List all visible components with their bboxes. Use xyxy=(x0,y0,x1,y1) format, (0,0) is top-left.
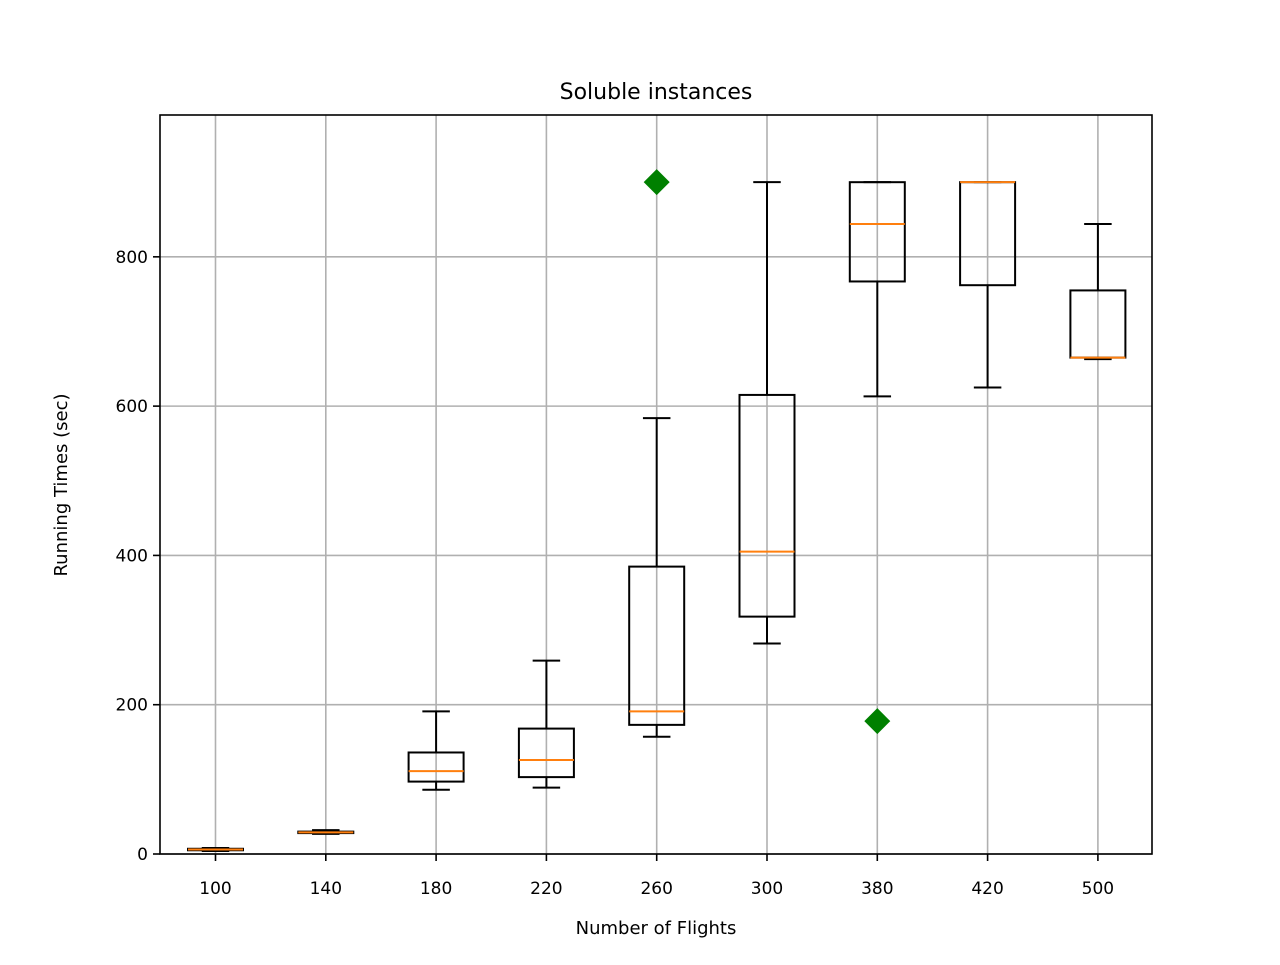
box-body xyxy=(738,393,796,618)
chart-title: Soluble instances xyxy=(560,80,753,105)
box-140 xyxy=(297,829,355,835)
box-body xyxy=(848,181,906,283)
y-tick-label: 600 xyxy=(116,397,148,417)
box-500 xyxy=(1069,222,1127,361)
x-tick-label: 140 xyxy=(310,879,342,899)
y-tick-label: 0 xyxy=(137,845,148,865)
x-tick-label: 300 xyxy=(751,879,783,899)
box-body xyxy=(628,565,686,726)
box-420 xyxy=(959,181,1017,389)
x-axis-title: Number of Flights xyxy=(576,918,737,939)
x-tick-label: 180 xyxy=(420,879,452,899)
x-tick-label: 220 xyxy=(530,879,562,899)
outlier-point xyxy=(643,169,670,196)
x-tick-label: 260 xyxy=(640,879,672,899)
y-tick-label: 400 xyxy=(116,546,148,566)
y-axis-title: Running Times (sec) xyxy=(51,393,72,576)
box-220 xyxy=(517,659,575,789)
tick-layer: 100 140 180 220 260 300 380 420 500 0 200 400 600 800 xyxy=(116,248,1115,899)
x-tick-label: 420 xyxy=(971,879,1003,899)
outlier-point xyxy=(864,708,891,735)
box-layer xyxy=(187,169,1127,853)
y-tick-label: 800 xyxy=(116,248,148,268)
box-180 xyxy=(407,710,465,791)
x-tick-label: 500 xyxy=(1082,879,1114,899)
box-body xyxy=(517,727,575,779)
x-tick-label: 100 xyxy=(199,879,231,899)
x-tick-label: 380 xyxy=(861,879,893,899)
box-300 xyxy=(738,181,796,645)
box-260 xyxy=(628,169,686,738)
box-380 xyxy=(848,181,906,735)
box-100 xyxy=(187,847,244,853)
box-body xyxy=(407,751,465,783)
y-tick-label: 200 xyxy=(116,696,148,716)
